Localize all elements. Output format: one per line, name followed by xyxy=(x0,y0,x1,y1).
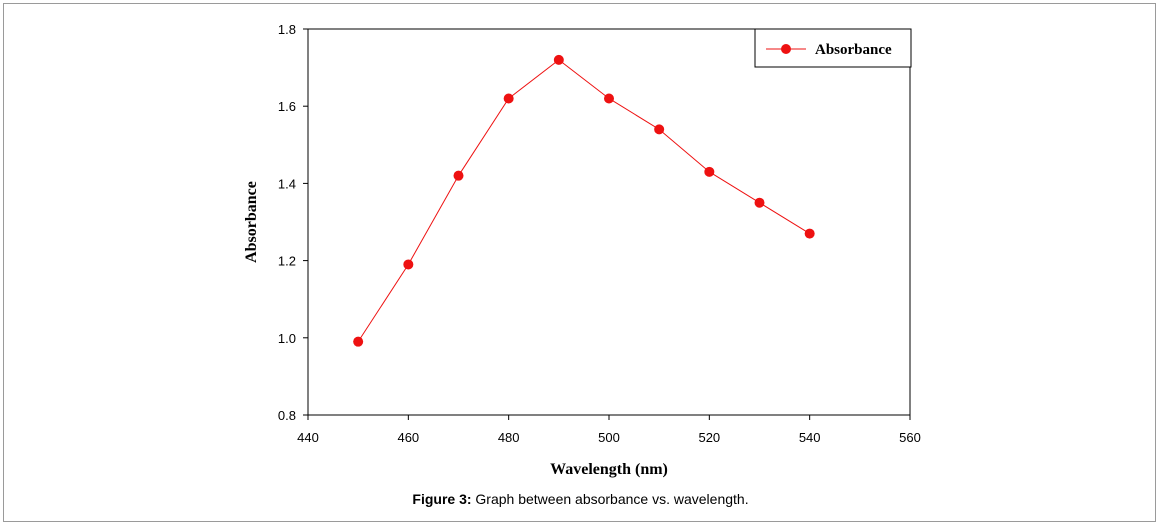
x-tick-label: 480 xyxy=(498,430,520,445)
data-point xyxy=(353,336,364,347)
legend-marker xyxy=(781,44,791,54)
figure-frame xyxy=(3,3,1156,522)
data-point xyxy=(604,93,614,104)
y-tick-label: 1.4 xyxy=(278,176,296,191)
data-point xyxy=(654,124,665,135)
x-tick-label: 440 xyxy=(297,430,319,445)
figure-caption: Figure 3: Graph between absorbance vs. w… xyxy=(0,491,1161,507)
legend: Absorbance xyxy=(754,28,912,68)
data-point xyxy=(754,197,765,208)
y-tick-label: 1.8 xyxy=(278,22,296,37)
x-tick-label: 500 xyxy=(598,430,620,445)
data-point xyxy=(804,228,815,239)
data-point xyxy=(704,166,715,177)
x-tick-label: 460 xyxy=(397,430,419,445)
data-point xyxy=(403,259,414,270)
y-axis-title: Absorbance xyxy=(243,181,260,263)
x-tick-label: 560 xyxy=(899,430,921,445)
data-point xyxy=(553,54,564,65)
y-tick-label: 1.0 xyxy=(278,331,296,346)
data-point xyxy=(453,170,464,181)
caption-text: Graph between absorbance vs. wavelength. xyxy=(471,491,749,507)
y-tick-label: 0.8 xyxy=(278,408,296,423)
plot-area xyxy=(307,28,911,416)
legend-box xyxy=(754,28,912,68)
caption-label: Figure 3: xyxy=(412,491,472,507)
y-tick-label: 1.6 xyxy=(278,99,296,114)
data-point xyxy=(503,93,514,104)
series-layer xyxy=(353,54,815,347)
y-axis: 0.8 1.0 1.2 1.4 1.6 1.8 xyxy=(278,22,308,423)
x-axis: 440 460 480 500 520 540 560 xyxy=(297,415,921,445)
series-line xyxy=(357,59,810,342)
legend-label: Absorbance xyxy=(815,42,892,58)
y-tick-label: 1.2 xyxy=(278,254,296,269)
line-chart: 440 460 480 500 520 540 560 0.8 1.0 1.2 1.4 1.6 1.8… xyxy=(243,22,921,478)
x-tick-label: 520 xyxy=(698,430,720,445)
x-tick-label: 540 xyxy=(799,430,821,445)
x-axis-title: Wavelength (nm) xyxy=(550,461,668,478)
